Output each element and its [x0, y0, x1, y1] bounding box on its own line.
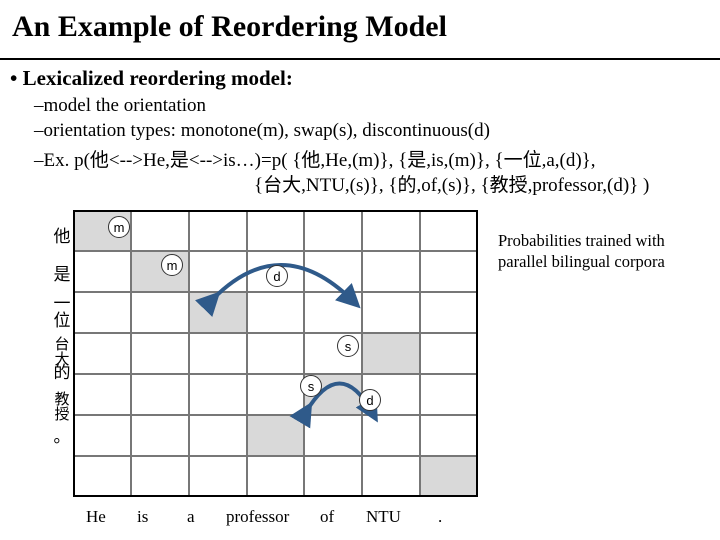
orientation-badge-a: d [266, 265, 288, 287]
orientation-badge-professor: d [359, 389, 381, 411]
grid-cell [420, 210, 479, 251]
subpoint-orientation: –model the orientation [34, 95, 207, 116]
subpoint-orientation-types: –orientation types: monotone(m), swap(s)… [34, 120, 490, 141]
row-label-taida: 台大 [51, 338, 73, 368]
row-label-yiwei: 一位 [51, 295, 73, 329]
title-divider [0, 58, 720, 60]
row-label-period: 。 [53, 427, 71, 446]
grid-cell [188, 374, 247, 415]
grid-cell [420, 292, 479, 333]
row-label-jiaoshou-text: 教授 [54, 392, 70, 423]
aligned-cell [362, 333, 421, 374]
grid-cell [130, 374, 189, 415]
grid-cell [73, 415, 131, 456]
grid-cell [188, 415, 247, 456]
row-label-shi: 是 [53, 265, 71, 284]
grid-cell [420, 415, 479, 456]
grid-cell [362, 456, 421, 497]
grid-cell [246, 333, 305, 374]
row-label-taida-text: 台大 [54, 337, 70, 368]
column-label-of: of [320, 507, 335, 526]
row-label-ta: 他 [53, 227, 71, 246]
subpoint-example: –Ex. p(他<-->He,是<-->is…)=p( {他,He,(m)}, … [34, 150, 596, 171]
row-label-yiwei-text: 一位 [53, 294, 71, 330]
column-label-he: He [86, 507, 106, 526]
column-label-period: . [438, 507, 443, 526]
orientation-badge-ntu: s [337, 335, 359, 357]
grid-cell [420, 251, 479, 292]
grid-cell [188, 210, 247, 251]
grid-cell [188, 456, 247, 497]
row-label-jiaoshou: 教授 [51, 393, 73, 423]
grid-cell [362, 210, 421, 251]
grid-cell [130, 210, 189, 251]
bullet-heading-text: Lexicalized reordering model: [22, 66, 293, 90]
subpoint-example-continued: {台大,NTU,(s)}, {的,of,(s)}, {教授,professor,… [254, 175, 650, 196]
grid-cell [130, 292, 189, 333]
row-label-de: 的 [53, 363, 71, 382]
orientation-badge-he: m [108, 216, 130, 238]
column-label-is: is [137, 507, 149, 526]
grid-cell [188, 333, 247, 374]
orientation-badge-of: s [300, 375, 322, 397]
grid-cell [130, 456, 189, 497]
grid-cell [73, 251, 131, 292]
grid-cell [420, 333, 479, 374]
page-title: An Example of Reordering Model [12, 10, 447, 43]
grid-cell [130, 415, 189, 456]
grid-cell [362, 292, 421, 333]
training-note: Probabilities trained with parallel bili… [498, 230, 665, 272]
grid-cell [73, 292, 131, 333]
column-label-a: a [187, 507, 195, 526]
grid-cell [246, 210, 305, 251]
training-note-line-1: Probabilities trained with [498, 231, 665, 250]
training-note-line-2: parallel bilingual corpora [498, 252, 665, 271]
bullet-heading: • Lexicalized reordering model: [10, 66, 293, 90]
column-label-ntu: NTU [366, 507, 401, 526]
grid-cell [420, 374, 479, 415]
column-label-professor: professor [226, 507, 290, 526]
orientation-badge-is: m [161, 254, 183, 276]
grid-cell [362, 251, 421, 292]
grid-cell [130, 333, 189, 374]
